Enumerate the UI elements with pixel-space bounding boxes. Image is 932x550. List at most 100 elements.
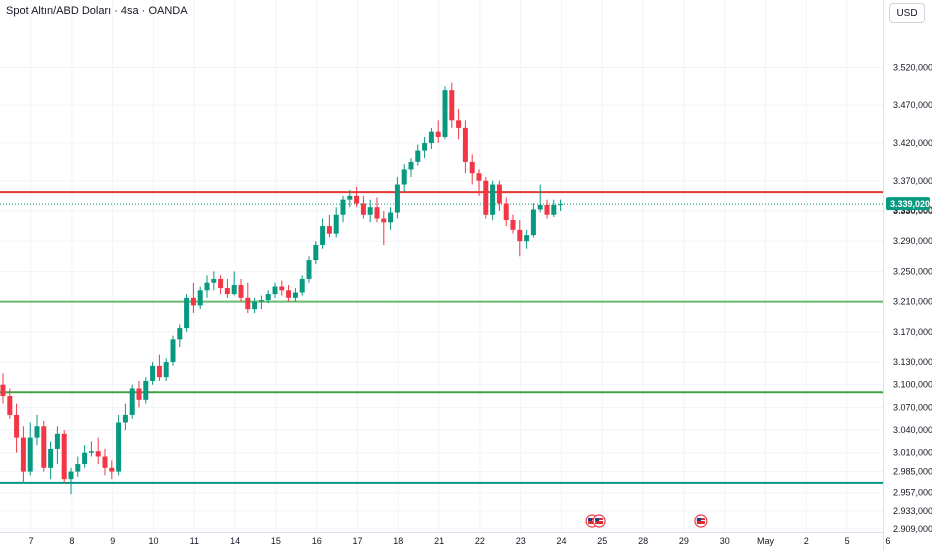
time-tick-label: 29 — [679, 536, 689, 546]
candle — [517, 220, 523, 257]
candle — [422, 136, 428, 159]
candle — [75, 456, 81, 477]
candle — [218, 275, 224, 295]
time-tick-label: 24 — [556, 536, 566, 546]
candle-body — [41, 426, 47, 468]
candle-body — [442, 90, 448, 137]
candle — [68, 467, 74, 495]
candle-body — [530, 209, 536, 236]
candle — [82, 445, 88, 468]
candle — [143, 377, 149, 404]
candle-body — [54, 433, 60, 449]
price-tick-label: 3.070,000 — [893, 402, 932, 412]
price-tick-label: 3.370,000 — [893, 176, 932, 186]
price-axis[interactable]: 3.520,000 3.470,000 3.420,000 3.370,000 3.33… — [883, 0, 932, 550]
candle-body — [190, 297, 196, 306]
candle — [367, 199, 373, 223]
horizontal-levels — [0, 191, 883, 484]
candle-body — [122, 414, 128, 423]
candle — [14, 403, 20, 453]
time-tick-label: 10 — [148, 536, 158, 546]
price-tick-label: 2.957,000 — [893, 488, 932, 498]
candle — [388, 207, 394, 230]
candle — [347, 189, 353, 208]
price-tick-label: 3.290,000 — [893, 236, 932, 246]
candle-body — [34, 426, 40, 438]
candle — [286, 285, 292, 302]
time-tick-label: 16 — [312, 536, 322, 546]
candle — [231, 271, 237, 296]
candle-body — [204, 282, 210, 291]
candle-body — [408, 161, 414, 170]
candle — [306, 256, 312, 283]
candle-body — [558, 204, 564, 206]
time-tick-label: May — [757, 536, 775, 546]
candle-body — [381, 218, 387, 223]
candle-body — [428, 131, 434, 143]
price-tick-label: 2.933,000 — [893, 506, 932, 516]
candle-body — [333, 214, 339, 234]
price-tick-label: 3.250,000 — [893, 266, 932, 276]
time-axis-bg — [0, 532, 883, 550]
candle — [415, 144, 421, 166]
candle-body — [109, 467, 115, 472]
candle — [313, 241, 319, 264]
currency-button[interactable]: USD — [889, 3, 925, 23]
price-tick-label: 3.040,000 — [893, 425, 932, 435]
time-axis[interactable]: 7 8 9 10 11 14 15 16 17 18 21 22 23 24 25 28 29 30 May 2 5 6 — [0, 532, 890, 550]
candles — [0, 82, 564, 495]
flag-canton — [588, 518, 593, 521]
candle-body — [415, 150, 421, 162]
candle — [299, 275, 305, 296]
candle-body — [510, 220, 516, 230]
candle-body — [170, 339, 176, 363]
candle-body — [401, 169, 407, 185]
candle-body — [61, 433, 67, 480]
candle — [435, 120, 441, 143]
candle-body — [136, 388, 142, 400]
price-tick-label: 3.210,000 — [893, 297, 932, 307]
candle-body — [476, 173, 482, 181]
event-markers[interactable] — [585, 514, 708, 528]
candle — [449, 82, 455, 128]
candle-body — [313, 244, 319, 261]
candle — [490, 180, 496, 221]
candle — [156, 354, 162, 381]
candle — [469, 154, 475, 185]
candle-body — [27, 437, 33, 472]
candle-body — [292, 292, 298, 298]
price-axis-bg — [883, 0, 932, 550]
flag-canton — [696, 518, 701, 521]
time-tick-label: 18 — [393, 536, 403, 546]
candle-body — [544, 204, 550, 215]
candle-body — [102, 456, 108, 468]
candle-body — [279, 286, 285, 291]
candle — [428, 127, 434, 150]
time-tick-label: 30 — [720, 536, 730, 546]
candle-body — [483, 180, 489, 215]
candle — [163, 358, 169, 381]
price-tick-label: 3.130,000 — [893, 357, 932, 367]
candle — [524, 229, 530, 249]
candle — [503, 197, 509, 227]
candle — [224, 278, 230, 298]
candle-body — [163, 362, 169, 378]
candle — [177, 324, 183, 347]
candle — [510, 214, 516, 234]
time-tick-label: 7 — [29, 536, 34, 546]
us-flag-icon[interactable] — [592, 514, 606, 528]
candle — [197, 286, 203, 310]
time-tick-label: 9 — [110, 536, 115, 546]
us-flag-icon[interactable] — [694, 514, 708, 528]
price-tick-label: 3.470,000 — [893, 100, 932, 110]
candle — [204, 275, 210, 298]
candle-body — [524, 235, 530, 242]
candle — [48, 441, 54, 480]
time-tick-label: 14 — [230, 536, 240, 546]
candle-body — [517, 229, 523, 242]
candle — [7, 388, 13, 419]
candle-body — [184, 297, 190, 329]
candle-body — [95, 451, 101, 457]
candle-body — [231, 285, 237, 295]
